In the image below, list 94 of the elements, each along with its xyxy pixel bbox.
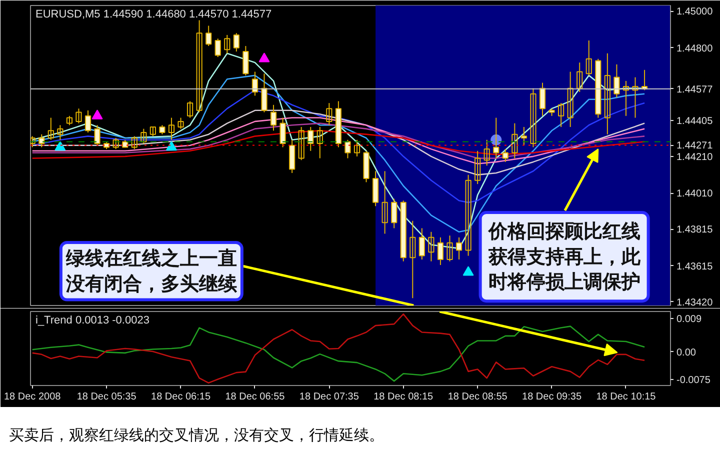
candlestick	[131, 136, 138, 150]
point	[54, 140, 66, 151]
candlestick	[224, 34, 230, 54]
candlestick	[270, 104, 277, 132]
candlestick	[586, 40, 592, 76]
point	[462, 266, 474, 276]
annotation: 价格回探顾比红线获得支持再上，此时将停损上调保护	[487, 220, 642, 294]
y-tick-label: 1.44271	[676, 140, 714, 152]
candlestick	[159, 124, 166, 135]
candlestick	[66, 115, 73, 126]
line-series	[32, 326, 646, 382]
candlestick	[484, 139, 490, 166]
candlestick	[38, 134, 45, 148]
candlestick	[242, 45, 249, 76]
x-tick-label: 18 Dec 10:15	[596, 392, 656, 402]
candlestick	[214, 38, 221, 58]
candlestick	[326, 102, 332, 126]
point	[166, 140, 177, 151]
text: 买卖后，观察红绿线的交叉情况，没有交叉，行情延续。	[9, 425, 384, 446]
x-tick-label: 18 Dec 05:35	[76, 392, 137, 402]
candlestick	[316, 126, 323, 159]
candlestick	[48, 117, 54, 140]
candlestick	[30, 136, 36, 148]
y-tick-label: 1.44800	[676, 43, 714, 54]
candlestick	[474, 150, 481, 185]
x-tick-label: 18 Dec 2008	[4, 392, 62, 402]
x-tick-label: 18 Dec 07:35	[299, 392, 360, 402]
candlestick	[418, 228, 425, 260]
y-tick-label: 1.44405	[676, 116, 714, 128]
candlestick	[112, 138, 119, 150]
candlestick	[391, 198, 398, 229]
candlestick	[493, 117, 500, 159]
candlestick	[428, 231, 434, 262]
candlestick	[622, 80, 630, 116]
candlestick	[576, 62, 583, 93]
candlestick	[289, 139, 296, 174]
point	[258, 52, 270, 62]
candlestick	[76, 108, 82, 124]
y-tick-label: 1.43815	[676, 224, 714, 236]
candlestick	[308, 126, 314, 152]
x-tick-label: 18 Dec 08:55	[448, 392, 508, 402]
candlestick	[530, 88, 536, 148]
candlestick	[344, 139, 351, 159]
y-tick-label: 1.43615	[676, 261, 714, 272]
y-tick-label: 0.00	[676, 347, 696, 358]
x-tick-label: 18 Dec 08:15	[374, 392, 434, 402]
y-tick-label: 1.44010	[676, 188, 714, 200]
y-tick-label: 1.45000	[676, 6, 714, 18]
y-tick-label: -0.0075	[676, 375, 711, 386]
candlestick	[84, 110, 92, 133]
candlestick	[502, 148, 508, 162]
point	[92, 110, 103, 120]
candlestick	[280, 117, 286, 148]
candlestick	[512, 122, 518, 159]
candlestick	[354, 139, 360, 157]
y-tick-label: 0.009	[676, 314, 702, 326]
candlestick	[150, 126, 156, 137]
line-series	[32, 130, 646, 159]
candlestick	[140, 128, 147, 144]
x-tick-label: 18 Dec 06:55	[225, 392, 286, 402]
candlestick	[57, 124, 64, 140]
candlestick	[196, 20, 202, 113]
candlestick	[614, 64, 620, 98]
candlestick	[558, 102, 564, 128]
candlestick	[632, 76, 638, 118]
y-tick-label: 1.44210	[676, 152, 714, 163]
candlestick	[233, 32, 240, 52]
candlestick	[567, 71, 574, 128]
candlestick	[372, 170, 379, 207]
candlestick	[382, 170, 388, 234]
candlestick	[186, 100, 194, 118]
candlestick	[437, 236, 444, 266]
line-series	[32, 313, 646, 384]
annotation: 绿线在红线之上一直没有闭合，多头继续	[64, 248, 238, 295]
y-tick-label: 1.44577	[676, 84, 714, 96]
candlestick	[410, 220, 416, 299]
chart-title: EURUSD,M5 1.44590 1.44680 1.44570 1.44577	[36, 8, 272, 20]
y-tick-label: 1.43420	[676, 297, 714, 308]
x-tick-label: 18 Dec 06:15	[151, 392, 211, 402]
candlestick	[520, 126, 527, 146]
candlestick	[446, 235, 453, 262]
candlestick	[252, 71, 258, 96]
candlestick	[168, 117, 175, 140]
candlestick	[94, 124, 100, 146]
candlestick	[261, 73, 268, 113]
candlestick	[539, 82, 546, 116]
candlestick	[298, 126, 304, 161]
chart-title: i_Trend 0.0013 -0.0023	[36, 314, 150, 326]
candlestick	[604, 52, 610, 135]
candlestick	[178, 117, 184, 130]
candlestick	[206, 25, 212, 46]
candlestick	[456, 236, 462, 260]
x-tick-label: 18 Dec 09:35	[522, 392, 582, 402]
candlestick	[465, 174, 472, 256]
